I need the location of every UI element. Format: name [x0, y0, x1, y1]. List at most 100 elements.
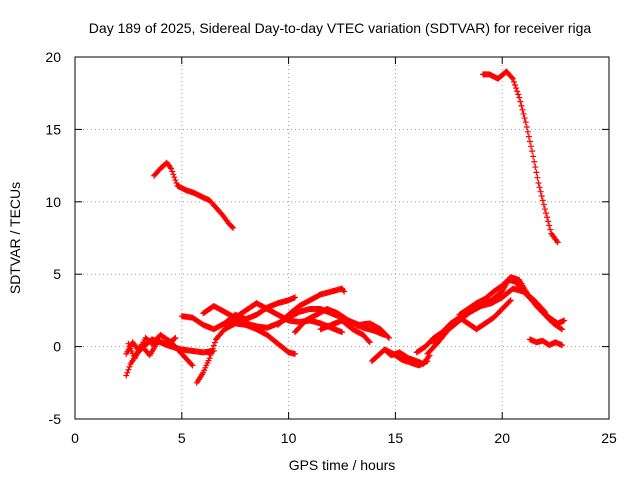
data-point — [506, 298, 513, 305]
data-point — [525, 133, 532, 140]
grid-lines — [75, 57, 609, 419]
data-point — [510, 78, 517, 85]
data-point — [538, 193, 545, 200]
data-point — [530, 153, 537, 160]
data-point — [513, 85, 520, 92]
data-point — [424, 358, 431, 365]
data-point — [172, 177, 179, 184]
plot-frame — [74, 56, 610, 420]
series-arc-20 — [526, 336, 566, 349]
data-point — [206, 355, 213, 362]
data-point — [539, 197, 546, 204]
data-point — [385, 334, 392, 341]
x-tick-labels: 0 5 10 15 20 25 — [71, 430, 617, 446]
data-point — [540, 201, 547, 208]
y-axis-label: SDTVAR / TECUs — [7, 182, 23, 294]
y-tick-labels: -5 0 5 10 15 20 — [45, 49, 61, 427]
x-tick-label: 0 — [71, 430, 79, 446]
data-point — [124, 369, 131, 376]
data-point — [546, 222, 553, 229]
data-point — [230, 224, 237, 231]
y-tick-label: -5 — [49, 411, 62, 427]
x-tick-label: 5 — [178, 430, 186, 446]
data-point — [514, 88, 521, 95]
data-point — [518, 102, 525, 109]
data-point — [172, 334, 179, 341]
data-point — [207, 352, 214, 359]
data-point — [559, 326, 566, 333]
data-point — [507, 297, 514, 304]
y-tick-label: 15 — [45, 121, 61, 137]
series-arc-19 — [456, 274, 566, 333]
series-arc-11 — [292, 305, 392, 341]
series-arc-5 — [125, 334, 179, 362]
data-point — [545, 218, 552, 225]
data-point — [123, 372, 130, 379]
data-point — [292, 350, 299, 357]
data-point — [521, 115, 528, 122]
data-point — [170, 171, 177, 178]
data-point — [209, 345, 216, 352]
data-point — [535, 179, 542, 186]
data-point — [339, 329, 345, 336]
data-points — [123, 68, 568, 386]
x-tick-label: 20 — [494, 430, 510, 446]
data-point — [537, 188, 544, 195]
x-tick-label: 10 — [281, 430, 297, 446]
data-point — [169, 168, 176, 175]
data-point — [125, 366, 132, 373]
chart-title: Day 189 of 2025, Sidereal Day-to-day VTE… — [89, 20, 592, 36]
data-point — [292, 294, 299, 301]
data-point — [534, 174, 541, 181]
data-point — [517, 98, 524, 105]
data-point — [189, 362, 196, 369]
data-point — [547, 226, 554, 233]
data-point — [528, 143, 535, 150]
series-arc-1 — [151, 159, 237, 231]
data-point — [210, 342, 217, 349]
data-point — [544, 214, 551, 221]
series-arc-13 — [339, 285, 348, 295]
series-arc-12 — [317, 317, 373, 346]
data-point — [173, 179, 180, 186]
data-point — [365, 338, 372, 345]
data-point — [523, 123, 530, 130]
series-arc-2 — [479, 68, 561, 246]
x-tick-label: 25 — [601, 430, 617, 446]
x-axis-label: GPS time / hours — [289, 457, 396, 473]
x-tick-label: 15 — [388, 430, 404, 446]
data-point — [542, 210, 549, 217]
data-point — [508, 74, 515, 81]
data-point — [211, 339, 218, 346]
data-point — [536, 184, 543, 191]
data-point — [341, 288, 348, 295]
data-point — [515, 91, 522, 98]
data-point — [526, 138, 533, 145]
data-point — [512, 81, 519, 88]
data-point — [557, 325, 564, 332]
data-point — [541, 206, 548, 213]
y-tick-label: 10 — [45, 194, 61, 210]
data-point — [520, 110, 527, 117]
data-point — [532, 164, 539, 171]
y-tick-label: 20 — [45, 49, 61, 65]
data-point — [188, 361, 195, 368]
data-point — [171, 174, 178, 181]
series-arc-15 — [381, 346, 431, 369]
data-point — [529, 148, 536, 155]
data-point — [533, 169, 540, 176]
data-point — [531, 158, 538, 165]
data-point — [168, 165, 175, 172]
axis-ticks — [74, 56, 610, 420]
data-point — [559, 342, 566, 349]
data-point — [126, 363, 133, 370]
data-point — [228, 223, 235, 230]
data-point — [554, 239, 561, 246]
series-arc-18 — [430, 297, 514, 347]
data-point — [561, 317, 568, 324]
data-point — [171, 335, 178, 342]
data-point — [366, 339, 373, 346]
data-point — [509, 75, 516, 82]
data-point — [516, 94, 523, 101]
data-point — [208, 348, 215, 355]
